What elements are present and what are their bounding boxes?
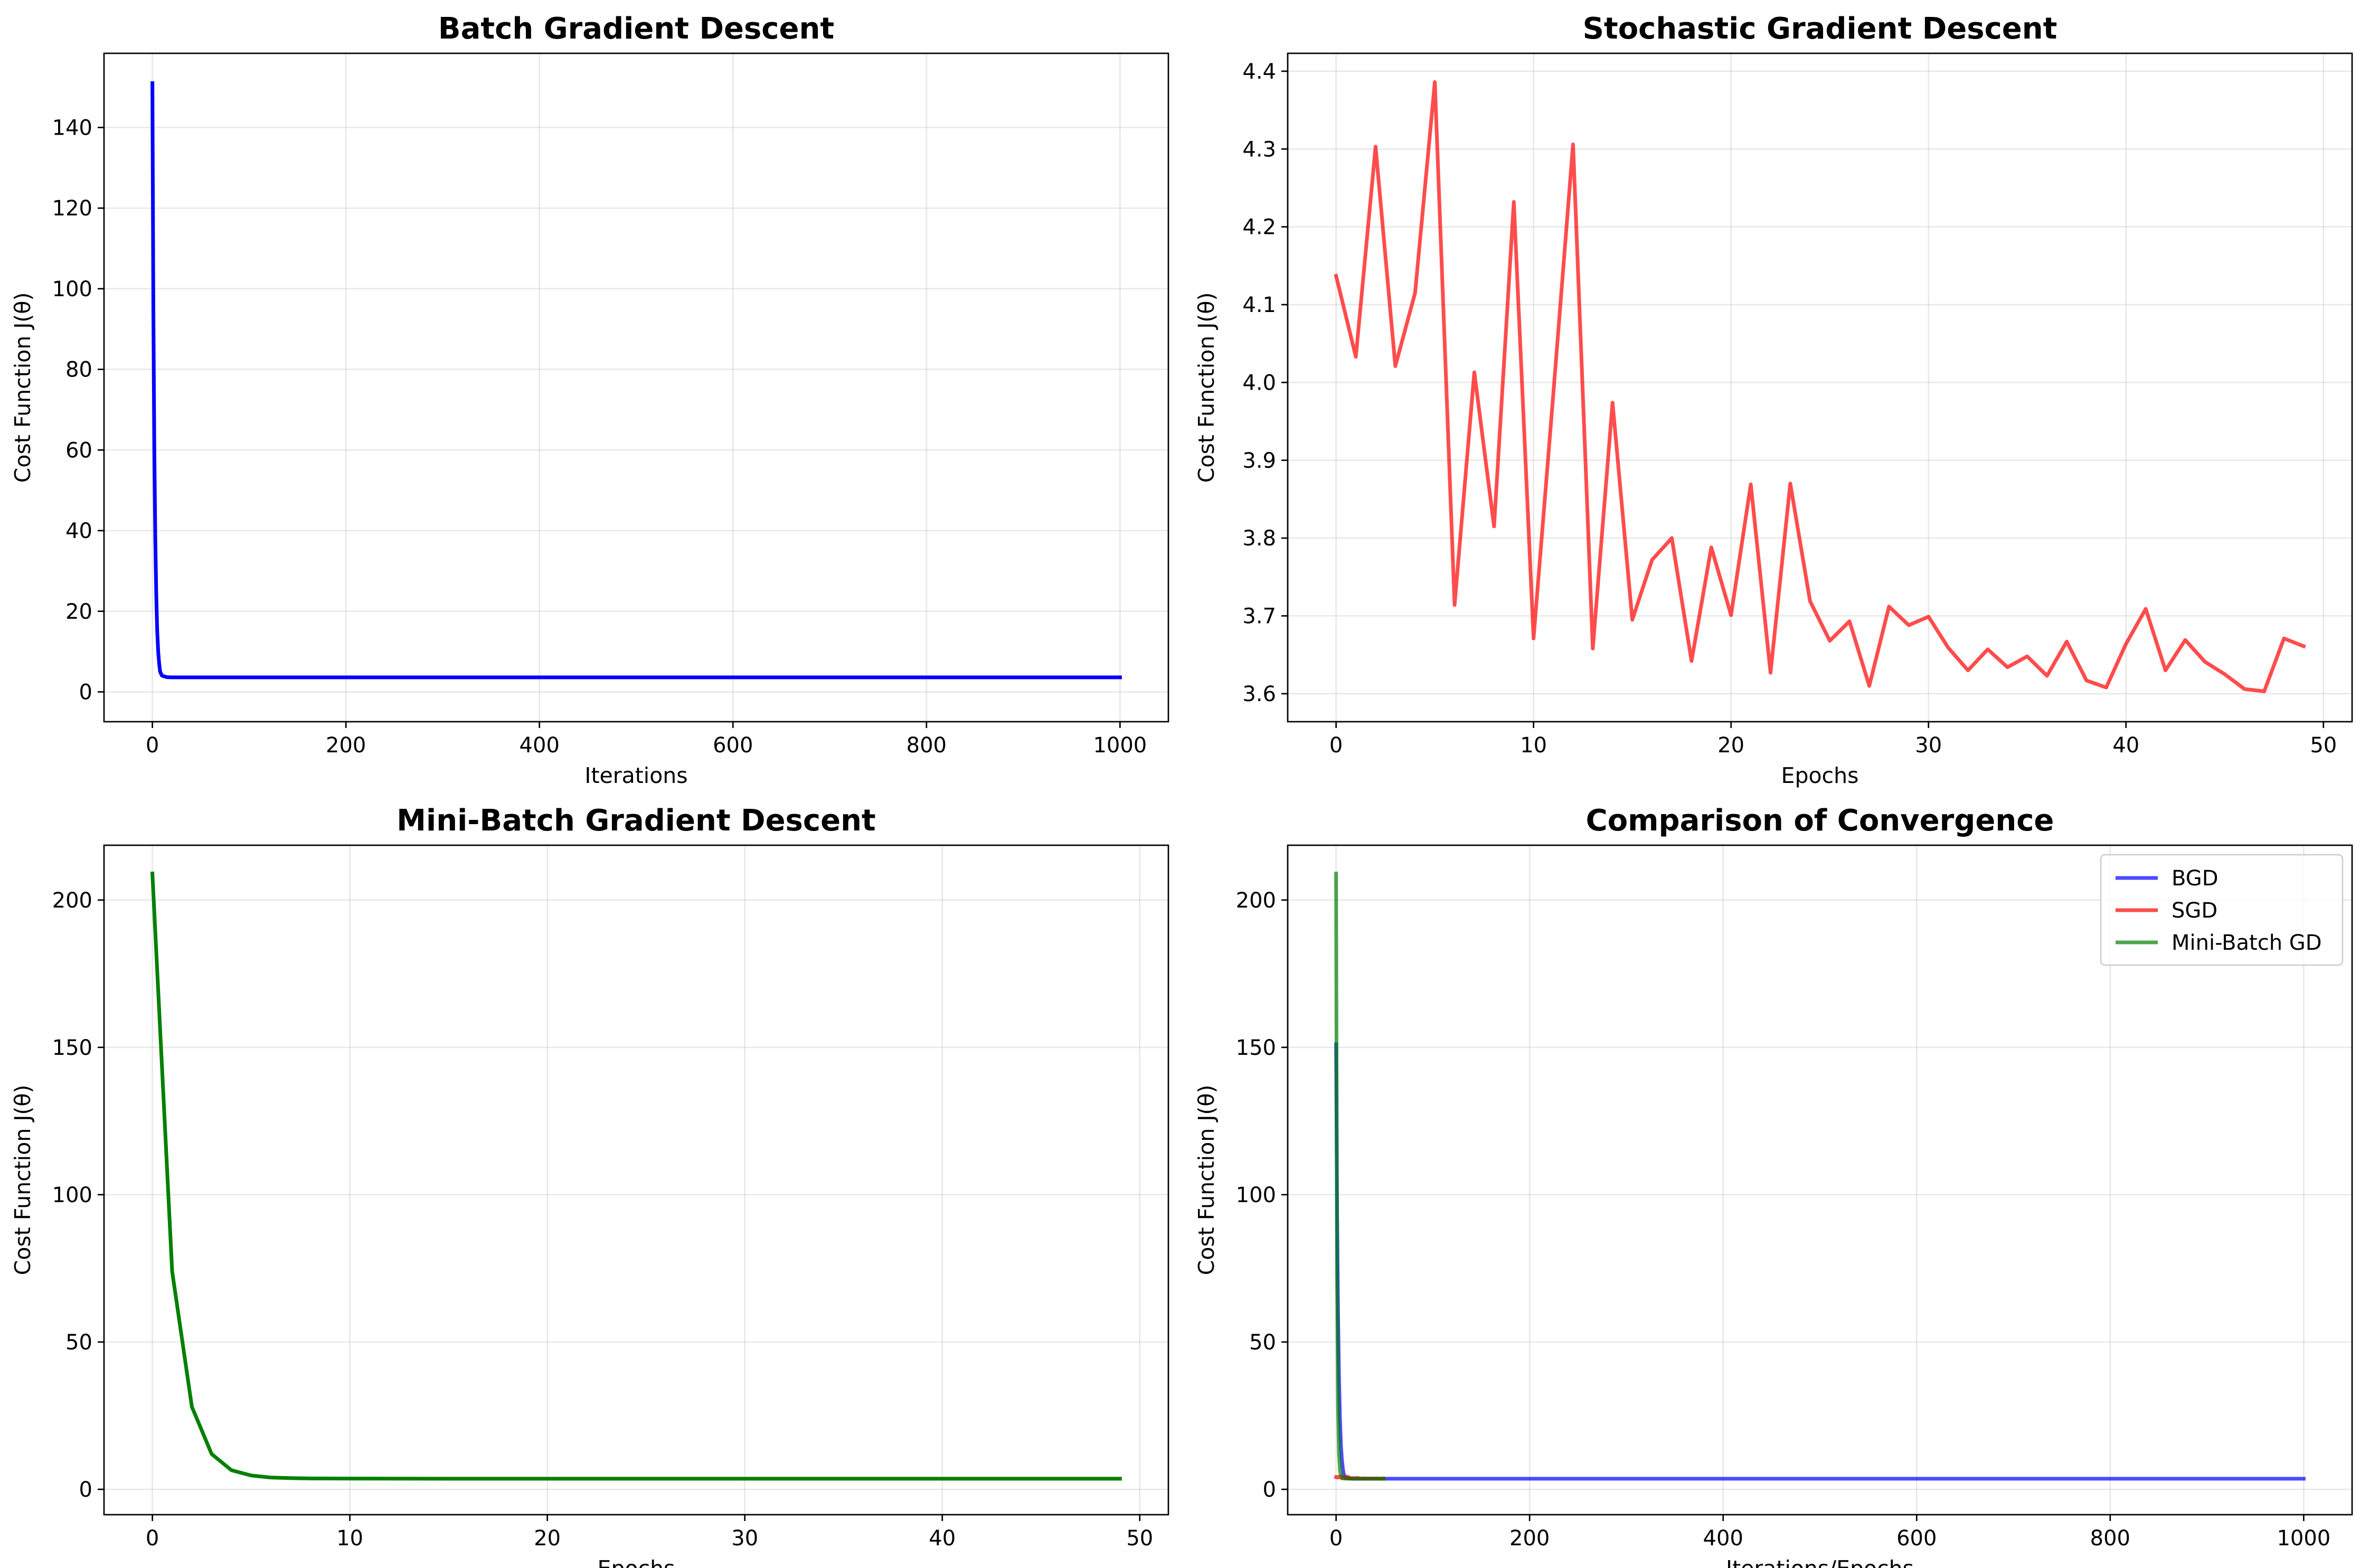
y-tick-label: 3.8: [1242, 526, 1276, 551]
chart-panel-1: 0 200 400 600 800 1000 0 20 40 60 80 100 120 140 Batch…: [10, 12, 1169, 788]
y-tick-label: 50: [65, 1330, 92, 1355]
y-tick-label: 200: [52, 889, 92, 913]
chart-panel-2: 0 10 20 30 40 50 3.6 3.7 3.8 3.9 4.0 4.1 4.2 4.3 4.4 St…: [1194, 12, 2353, 788]
x-axis-label: Epochs: [1781, 763, 1859, 788]
y-tick-label: 120: [52, 196, 92, 221]
series-line-1: [150, 871, 1122, 1481]
x-axis-label: Epochs: [598, 1556, 675, 1568]
y-tick-label: 100: [52, 277, 92, 301]
x-tick-label: 40: [929, 1526, 956, 1551]
x-tick-label: 200: [1509, 1526, 1550, 1551]
y-tick-label: 60: [65, 438, 92, 462]
x-tick-label: 0: [146, 733, 159, 758]
x-tick-label: 20: [534, 1526, 561, 1551]
legend-label: SGD: [2172, 899, 2217, 923]
y-tick-label: 150: [1236, 1036, 1276, 1060]
y-tick-label: 3.7: [1242, 604, 1276, 629]
legend-frame: [2100, 854, 2344, 966]
x-tick-label: 200: [326, 733, 366, 758]
y-tick-label: 3.6: [1242, 682, 1276, 706]
legend: BGD SGD Mini-Batch GD: [2100, 854, 2344, 966]
axes-frame: [103, 52, 1169, 723]
y-tick-label: 3.9: [1242, 449, 1276, 473]
y-tick-label: 4.3: [1242, 137, 1276, 162]
series-line-1: [1334, 80, 2306, 694]
x-tick-label: 600: [713, 733, 753, 758]
x-tick-label: 20: [1717, 733, 1744, 758]
y-tick-label: 20: [65, 600, 92, 624]
x-axis-label: Iterations: [584, 763, 687, 788]
y-tick-label: 150: [52, 1036, 92, 1060]
y-axis-label: Cost Function J(θ): [10, 292, 35, 483]
chart-title: Stochastic Gradient Descent: [1583, 12, 2057, 46]
y-tick-label: 100: [1236, 1183, 1276, 1207]
chart-panel-3: 0 10 20 30 40 50 0 50 100 150 200 Mini-Batch Gradie…: [10, 804, 1169, 1568]
y-axis-label: Cost Function J(θ): [1194, 1085, 1219, 1276]
x-tick-label: 30: [1915, 733, 1942, 758]
y-tick-label: 50: [1249, 1330, 1276, 1355]
y-tick-label: 200: [1236, 889, 1276, 913]
x-axis-label: Iterations/Epochs: [1726, 1556, 1914, 1568]
x-tick-label: 400: [520, 733, 560, 758]
chart-title: Comparison of Convergence: [1586, 804, 2054, 838]
x-tick-label: 0: [1329, 1526, 1343, 1551]
x-tick-label: 0: [146, 1526, 159, 1551]
y-tick-label: 4.0: [1242, 371, 1276, 395]
x-tick-label: 800: [907, 733, 947, 758]
x-tick-label: 30: [731, 1526, 758, 1551]
y-tick-label: 0: [79, 1478, 92, 1502]
x-tick-label: 1000: [2277, 1526, 2330, 1551]
axes-frame: [1287, 52, 2353, 723]
x-tick-label: 1000: [1093, 733, 1147, 758]
chart-panel-4: 0 200 400 600 800 1000 0 50 100 150 200 Comparison …: [1194, 804, 2353, 1568]
x-tick-label: 400: [1703, 1526, 1743, 1551]
legend-label: BGD: [2172, 866, 2219, 891]
legend-label: Mini-Batch GD: [2172, 931, 2322, 955]
series-line-1: [150, 81, 1122, 679]
y-tick-label: 0: [79, 680, 92, 704]
x-tick-label: 50: [1126, 1526, 1153, 1551]
y-tick-label: 100: [52, 1183, 92, 1207]
x-tick-label: 10: [336, 1526, 363, 1551]
x-tick-label: 50: [2310, 733, 2337, 758]
x-tick-label: 10: [1520, 733, 1547, 758]
x-tick-label: 600: [1896, 1526, 1937, 1551]
axes-frame: [1287, 844, 2353, 1516]
axes-frame: [103, 844, 1169, 1516]
chart-title: Batch Gradient Descent: [438, 12, 834, 46]
chart-title: Mini-Batch Gradient Descent: [397, 804, 875, 838]
y-tick-label: 0: [1263, 1478, 1276, 1502]
y-tick-label: 40: [65, 519, 92, 543]
y-tick-label: 4.4: [1242, 60, 1276, 84]
y-axis-label: Cost Function J(θ): [10, 1085, 35, 1276]
x-tick-label: 0: [1329, 733, 1343, 758]
y-tick-label: 4.1: [1242, 293, 1276, 317]
x-tick-label: 40: [2112, 733, 2139, 758]
series-line-bgd: [1334, 1042, 2306, 1481]
y-axis-label: Cost Function J(θ): [1194, 292, 1219, 483]
y-tick-label: 140: [52, 116, 92, 140]
x-tick-label: 800: [2090, 1526, 2130, 1551]
y-tick-label: 4.2: [1242, 215, 1276, 240]
y-tick-label: 80: [65, 358, 92, 382]
series-line-mini-batch-gd: [1334, 872, 1385, 1481]
